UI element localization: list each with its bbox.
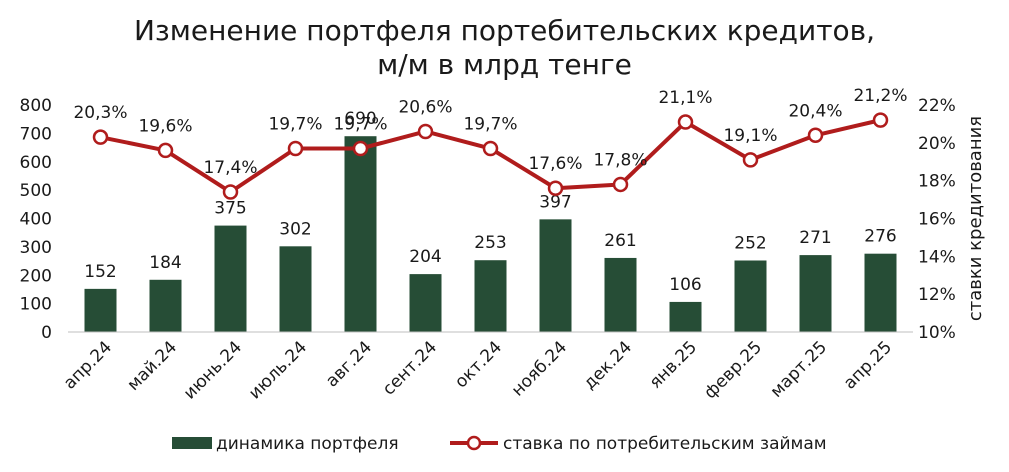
rate-point-авг.24 xyxy=(352,140,369,157)
legend-bar-label: динамика портфеля xyxy=(216,434,399,454)
x-axis-tick-label: апр.25 xyxy=(840,337,896,393)
right-axis: 10% 12% 14% 16% 18% 20% 22% ставки кредитования xyxy=(918,96,986,343)
chart-title-line-1: Изменение портфеля портебительских креди… xyxy=(133,14,876,47)
bar-июль.24 xyxy=(279,246,312,332)
x-axis-tick-label: авг.24 xyxy=(322,337,376,391)
left-axis: 0 100 200 300 400 500 600 700 800 xyxy=(20,96,52,343)
legend-line-label: ставка по потребительским займам xyxy=(503,434,827,454)
x-axis-tick-label: окт.24 xyxy=(451,337,506,392)
rate-point-июль.24 xyxy=(287,140,304,157)
line-series: 20,3% 19,6% 17,4% 19,7% 19,7% 20,6% 19,7% 17,6%… xyxy=(73,86,908,200)
bar-май.24 xyxy=(149,279,182,332)
bar-value-label: 302 xyxy=(279,219,311,239)
x-axis-tick-label: янв.25 xyxy=(646,337,701,392)
x-axis-tick-label: дек.24 xyxy=(580,337,636,393)
x-axis-tick-label: апр.24 xyxy=(60,337,116,393)
rate-point-апр.25 xyxy=(872,112,889,128)
bar-март.25 xyxy=(799,255,832,332)
bar-value-label: 184 xyxy=(149,253,181,273)
x-axis-tick-label: сент.24 xyxy=(379,337,441,399)
left-axis-tick-label: 600 xyxy=(20,153,52,173)
right-axis-tick-label: 12% xyxy=(918,285,956,305)
rate-value-label: 21,2% xyxy=(853,86,907,106)
rate-point-апр.24 xyxy=(92,129,109,145)
rate-point-окт.24 xyxy=(482,140,499,157)
rate-point-февр.25 xyxy=(742,152,759,168)
bar-value-label: 152 xyxy=(84,262,116,282)
rate-value-label: 17,8% xyxy=(593,150,647,170)
bar-апр.24 xyxy=(84,288,117,332)
left-axis-tick-label: 200 xyxy=(20,266,52,286)
left-axis-tick-label: 500 xyxy=(20,181,52,201)
rate-point-май.24 xyxy=(157,142,174,159)
rate-value-label: 19,6% xyxy=(138,116,192,136)
rate-value-label: 17,6% xyxy=(528,154,582,174)
rate-point-нояб.24 xyxy=(547,180,564,196)
x-axis-tick-label: май.24 xyxy=(124,337,182,395)
rate-value-label: 17,4% xyxy=(203,158,257,178)
rate-value-label: 20,6% xyxy=(398,97,452,117)
bar-value-label: 204 xyxy=(409,247,441,267)
bar-дек.24 xyxy=(604,257,637,332)
rate-value-label: 20,3% xyxy=(73,103,127,123)
legend-bar-swatch xyxy=(172,437,212,449)
rate-point-июнь.24 xyxy=(222,184,239,200)
bar-окт.24 xyxy=(474,260,507,332)
left-axis-tick-label: 800 xyxy=(20,96,52,116)
rate-point-янв.25 xyxy=(677,114,694,130)
right-axis-tick-label: 20% xyxy=(918,134,956,154)
left-axis-tick-label: 0 xyxy=(41,323,52,343)
legend-line-marker xyxy=(466,435,482,451)
x-axis-tick-label: нояб.24 xyxy=(508,337,571,400)
rate-value-label: 21,1% xyxy=(658,88,712,108)
legend: динамика портфеля ставка по потребительск… xyxy=(172,434,827,454)
x-axis-tick-label: июнь.24 xyxy=(180,337,246,403)
bar-value-label: 252 xyxy=(734,233,766,253)
right-axis-title: ставки кредитования xyxy=(965,116,986,321)
left-axis-tick-label: 700 xyxy=(20,124,52,144)
left-axis-tick-label: 400 xyxy=(20,210,52,230)
x-axis-tick-label: июль.24 xyxy=(245,337,311,403)
bar-апр.25 xyxy=(864,253,897,332)
rate-value-label: 19,7% xyxy=(268,115,322,135)
right-axis-tick-label: 16% xyxy=(918,210,956,230)
bar-нояб.24 xyxy=(539,219,572,332)
right-axis-tick-label: 18% xyxy=(918,172,956,192)
left-axis-tick-label: 100 xyxy=(20,295,52,315)
bar-value-label: 253 xyxy=(474,233,506,253)
rate-value-label: 19,7% xyxy=(333,115,387,135)
right-axis-tick-label: 22% xyxy=(918,96,956,116)
left-axis-tick-label: 300 xyxy=(20,238,52,258)
bar-value-label: 690 xyxy=(344,109,376,129)
bar-авг.24 xyxy=(344,136,377,332)
rate-point-дек.24 xyxy=(612,176,629,193)
bar-value-label: 271 xyxy=(799,228,831,248)
bar-value-label: 276 xyxy=(864,227,896,247)
bar-июнь.24 xyxy=(214,225,247,332)
bar-series: 152 184 375 302 690 204 253 397 261 106 252 271 276 xyxy=(84,109,897,332)
bar-сент.24 xyxy=(409,274,442,332)
x-axis-tick-label: февр.25 xyxy=(700,337,766,403)
bar-янв.25 xyxy=(669,301,702,332)
bar-value-label: 375 xyxy=(214,199,246,219)
bar-value-label: 397 xyxy=(539,192,571,212)
rate-value-label: 19,7% xyxy=(463,115,517,135)
right-axis-tick-label: 14% xyxy=(918,247,956,267)
x-axis-tick-label: март.25 xyxy=(767,337,831,401)
chart-title: Изменение портфеля портебительских креди… xyxy=(0,14,1009,82)
rate-point-март.25 xyxy=(807,127,824,144)
rate-point-сент.24 xyxy=(417,123,434,140)
chart-title-line-2: м/м в млрд тенге xyxy=(377,48,632,81)
bar-value-label: 261 xyxy=(604,231,636,251)
bar-value-label: 106 xyxy=(669,275,701,295)
bar-февр.25 xyxy=(734,260,767,332)
right-axis-tick-label: 10% xyxy=(918,323,956,343)
rate-value-label: 20,4% xyxy=(788,101,842,121)
rate-value-label: 19,1% xyxy=(723,126,777,146)
